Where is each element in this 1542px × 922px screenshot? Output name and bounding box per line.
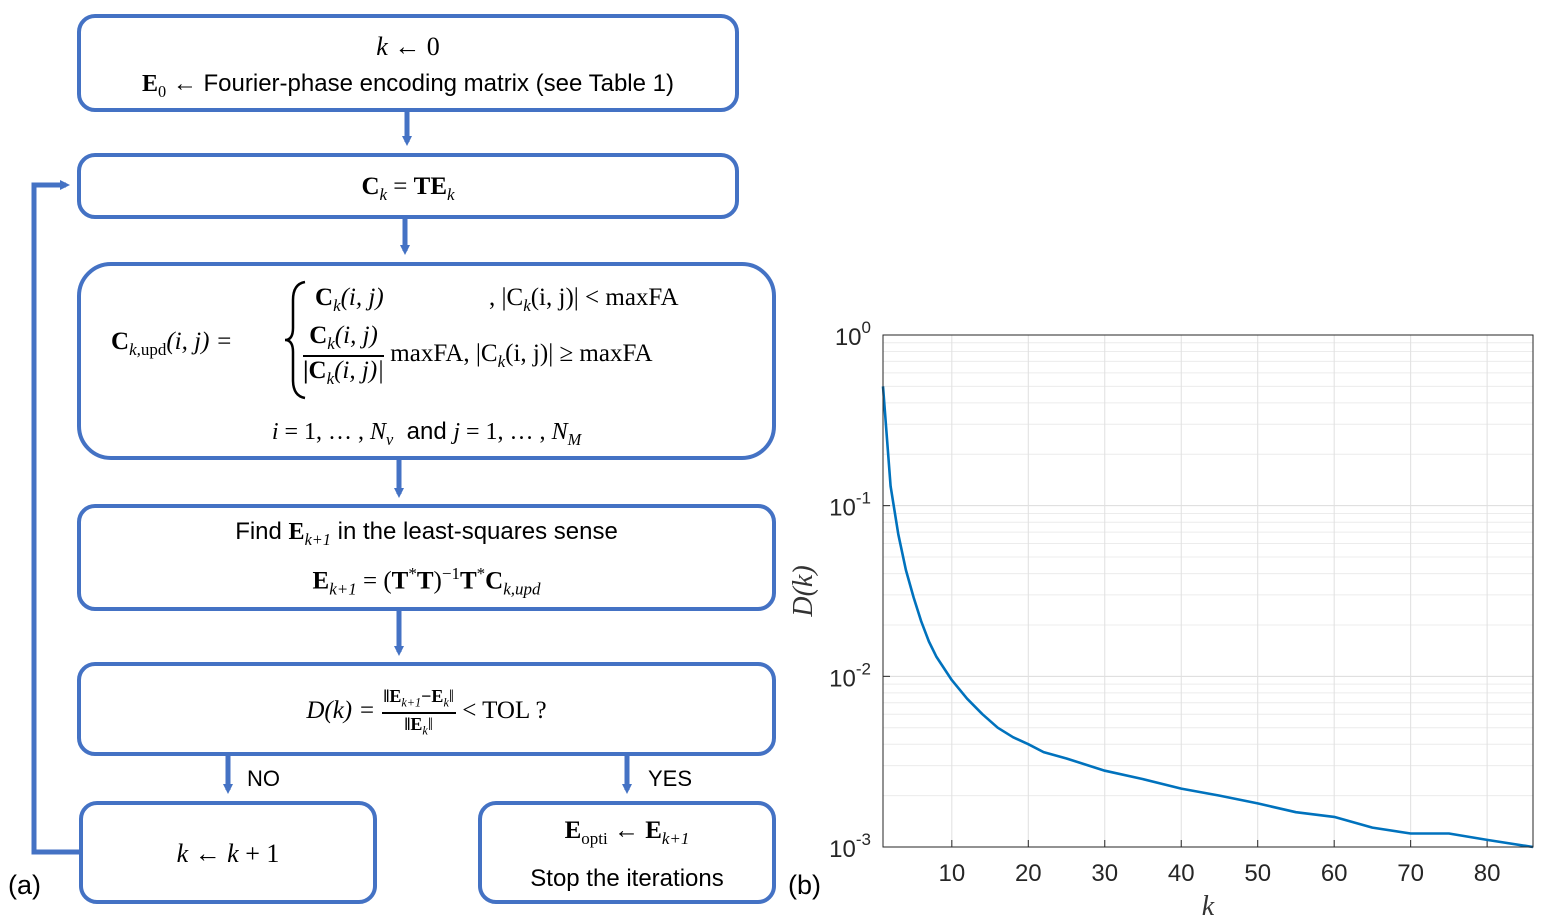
panel-b-label: (b) — [788, 870, 821, 900]
y-tick-label: 10-1 — [829, 489, 871, 522]
stop-box: Eopti ← Ek+1 Stop the iterations — [478, 801, 776, 904]
x-tick-label: 50 — [1244, 860, 1271, 887]
chart-ticks: 100 10-1 10-2 10-3 10 20 30 40 50 60 70 80 — [829, 318, 1500, 887]
x-tick-label: 20 — [1015, 860, 1042, 887]
x-axis-label: k — [1202, 891, 1215, 922]
loop-back-arrow — [31, 180, 80, 855]
x-tick-label: 60 — [1321, 860, 1348, 887]
y-tick-label: 10-2 — [829, 659, 871, 692]
curly-brace — [284, 280, 306, 400]
least-squares-box: Find Ek+1 in the least-squares sense Ek+… — [77, 504, 776, 611]
k-var: k — [376, 32, 388, 61]
x-tick-label: 10 — [938, 860, 965, 887]
compute-c-box: Ck = TEk — [77, 153, 739, 219]
chart-grid — [883, 334, 1533, 848]
x-tick-label: 30 — [1091, 860, 1118, 887]
x-tick-label: 70 — [1397, 860, 1424, 887]
update-c-box: Ck,upd(i, j) = Ck(i, j) , |Ck(i, j)| < m… — [77, 262, 776, 460]
no-label: NO — [247, 766, 280, 791]
yes-label: YES — [648, 766, 693, 791]
chart-series — [881, 386, 1534, 849]
x-tick-label: 40 — [1168, 860, 1195, 887]
y-axis-label: D(k) — [788, 565, 819, 617]
increment-k-box: k ← k + 1 — [79, 801, 377, 904]
y-tick-label: 10-3 — [829, 830, 871, 863]
x-tick-label: 80 — [1474, 860, 1501, 887]
y-tick-label: 100 — [835, 318, 871, 351]
init-box: k ← 0 E0 ← Fourier-phase encoding matrix… — [77, 14, 739, 112]
series-line-dk — [881, 386, 1534, 849]
convergence-test-box: D(k) = ‖Ek+1−Ek‖ ‖Ek‖ < TOL ? — [77, 662, 776, 756]
plot-frame — [882, 334, 1534, 848]
panel-a-label: (a) — [8, 870, 41, 900]
